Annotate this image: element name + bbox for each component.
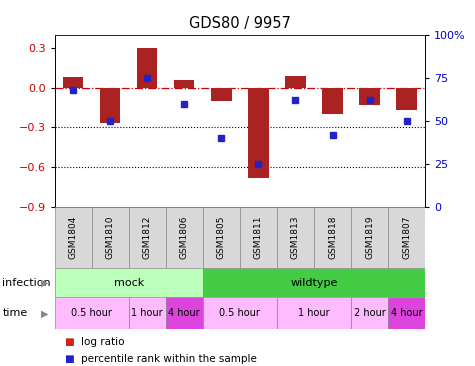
Text: ▶: ▶ [41, 277, 49, 288]
Bar [203, 297, 277, 329]
Text: GDS80 / 9957: GDS80 / 9957 [189, 16, 291, 31]
Bar [174, 80, 194, 88]
Bar [166, 297, 203, 329]
Text: log ratio: log ratio [81, 337, 124, 347]
Text: GSM1810: GSM1810 [106, 216, 114, 259]
Bar [55, 297, 129, 329]
Text: 1 hour: 1 hour [298, 308, 330, 318]
Text: GSM1811: GSM1811 [254, 216, 263, 259]
Text: GSM1819: GSM1819 [365, 216, 374, 259]
Text: GSM1804: GSM1804 [69, 216, 77, 259]
Bar [55, 268, 203, 297]
Text: GSM1807: GSM1807 [402, 216, 411, 259]
Text: GSM1818: GSM1818 [328, 216, 337, 259]
Bar [92, 207, 129, 268]
Bar [129, 297, 166, 329]
Text: 1 hour: 1 hour [132, 308, 163, 318]
Text: wildtype: wildtype [290, 277, 338, 288]
Bar [55, 207, 92, 268]
Text: GSM1813: GSM1813 [291, 216, 300, 259]
Bar [351, 207, 388, 268]
Bar [314, 207, 351, 268]
Bar [240, 207, 277, 268]
Bar [166, 207, 203, 268]
Text: GSM1805: GSM1805 [217, 216, 226, 259]
Bar [137, 48, 157, 88]
Bar [351, 297, 388, 329]
Text: 0.5 hour: 0.5 hour [71, 308, 112, 318]
Text: percentile rank within the sample: percentile rank within the sample [81, 354, 256, 364]
Bar [285, 76, 305, 88]
Bar [323, 88, 342, 114]
Text: ■: ■ [64, 354, 74, 364]
Bar [129, 207, 166, 268]
Bar [360, 88, 380, 105]
Text: time: time [2, 308, 28, 318]
Text: 2 hour: 2 hour [354, 308, 385, 318]
Text: GSM1806: GSM1806 [180, 216, 189, 259]
Text: infection: infection [2, 277, 51, 288]
Text: 0.5 hour: 0.5 hour [219, 308, 260, 318]
Bar [63, 77, 83, 88]
Bar [211, 88, 231, 101]
Text: 4 hour: 4 hour [391, 308, 422, 318]
Bar [397, 88, 417, 110]
Bar [203, 268, 425, 297]
Text: 4 hour: 4 hour [169, 308, 200, 318]
Bar [203, 207, 240, 268]
Text: mock: mock [114, 277, 144, 288]
Bar [388, 207, 425, 268]
Text: ▶: ▶ [41, 308, 49, 318]
Bar [100, 88, 120, 123]
Bar [248, 88, 268, 178]
Text: ■: ■ [64, 337, 74, 347]
Text: GSM1812: GSM1812 [143, 216, 152, 259]
Bar [277, 207, 314, 268]
Bar [388, 297, 425, 329]
Bar [277, 297, 351, 329]
